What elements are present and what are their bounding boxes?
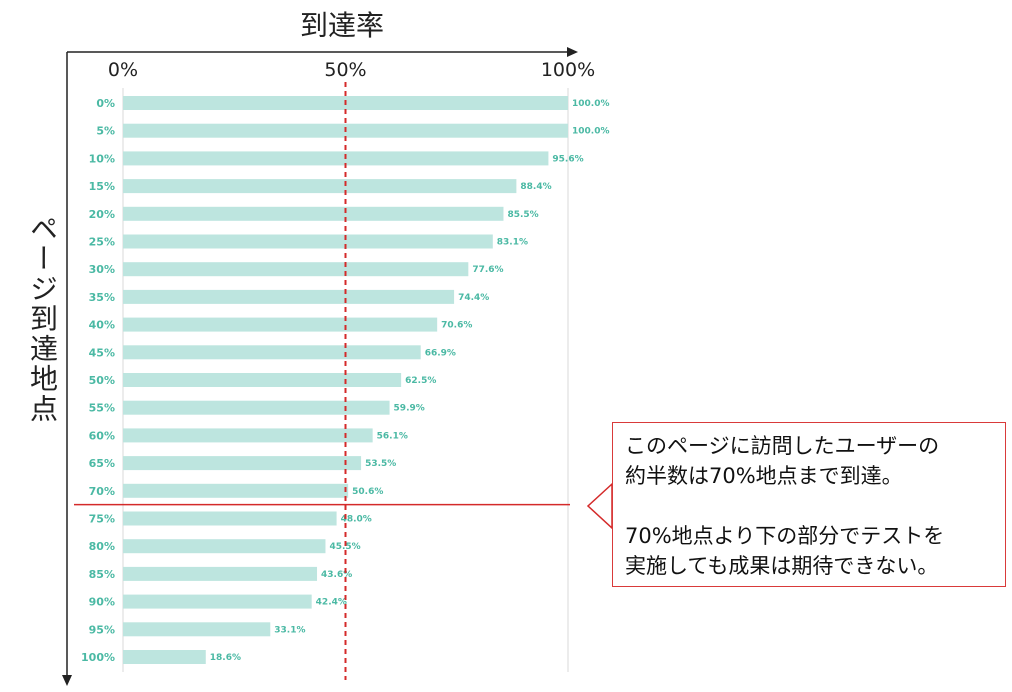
value-label-8: 70.6%: [441, 321, 472, 331]
callout-line-4: 実施しても成果は期待できない。: [625, 554, 939, 578]
category-label-15: 75%: [89, 513, 115, 526]
x-tick-label-1: 50%: [324, 59, 366, 81]
category-label-2: 10%: [89, 152, 115, 165]
x-axis-arrow: [567, 47, 578, 57]
callout-pointer: [586, 482, 613, 530]
value-label-3: 88.4%: [520, 182, 551, 192]
bar-18: [123, 594, 312, 609]
x-axis-title: 到達率: [299, 9, 384, 42]
category-label-1: 5%: [96, 125, 115, 138]
bar-8: [123, 317, 438, 332]
category-label-7: 35%: [89, 291, 115, 304]
x-tick-label-2: 100%: [541, 59, 595, 81]
value-label-9: 66.9%: [425, 348, 456, 358]
bar-10: [123, 373, 402, 387]
annotation-callout: このページに訪問したユーザーの 約半数は70%地点まで到達。 70%地点より下の…: [612, 422, 1006, 587]
category-label-10: 50%: [89, 374, 115, 387]
category-label-17: 85%: [89, 568, 115, 581]
bar-20: [123, 650, 206, 664]
value-label-16: 45.5%: [329, 542, 360, 552]
bar-4: [123, 206, 504, 221]
value-label-10: 62.5%: [405, 376, 436, 386]
callout-line-3: 70%地点より下の部分でテストを: [625, 524, 945, 548]
bar-12: [123, 428, 373, 443]
value-label-7: 74.4%: [458, 293, 489, 303]
bar-9: [123, 345, 421, 360]
category-label-20: 100%: [81, 651, 115, 664]
category-label-9: 45%: [89, 346, 115, 359]
bar-3: [123, 179, 517, 194]
category-label-19: 95%: [89, 623, 115, 636]
value-label-18: 42.4%: [316, 598, 347, 608]
category-label-8: 40%: [89, 319, 115, 332]
bar-13: [123, 456, 362, 471]
category-label-3: 15%: [89, 180, 115, 193]
value-label-6: 77.6%: [472, 265, 503, 275]
category-label-13: 65%: [89, 457, 115, 470]
value-label-1: 100.0%: [572, 127, 610, 137]
category-label-14: 70%: [89, 485, 115, 498]
value-label-14: 50.6%: [352, 487, 383, 497]
bar-7: [123, 289, 455, 304]
x-tick-label-0: 0%: [108, 59, 138, 81]
bar-11: [123, 400, 390, 415]
bar-15: [123, 511, 337, 526]
bar-5: [123, 234, 493, 249]
y-axis-arrow: [62, 675, 72, 686]
value-label-2: 95.6%: [552, 154, 583, 164]
category-label-0: 0%: [96, 97, 115, 110]
category-label-5: 25%: [89, 236, 115, 249]
value-label-15: 48.0%: [341, 515, 372, 525]
bar-6: [123, 262, 469, 277]
callout-line-2: 約半数は70%地点まで到達。: [625, 464, 903, 488]
bar-16: [123, 539, 326, 554]
bar-17: [123, 566, 318, 581]
value-label-11: 59.9%: [394, 404, 425, 414]
value-label-20: 18.6%: [210, 653, 241, 663]
value-label-17: 43.6%: [321, 570, 352, 580]
bar-19: [123, 622, 271, 637]
category-label-4: 20%: [89, 208, 115, 221]
value-label-0: 100.0%: [572, 99, 610, 109]
value-label-4: 85.5%: [507, 210, 538, 220]
category-label-18: 90%: [89, 596, 115, 609]
category-label-6: 30%: [89, 263, 115, 276]
value-label-12: 56.1%: [377, 431, 408, 441]
category-label-12: 60%: [89, 429, 115, 442]
value-label-13: 53.5%: [365, 459, 396, 469]
category-label-11: 55%: [89, 402, 115, 415]
bar-2: [123, 151, 549, 166]
y-axis-title: ページ到達地点: [26, 214, 59, 424]
value-label-19: 33.1%: [274, 625, 305, 635]
category-label-16: 80%: [89, 540, 115, 553]
bar-14: [123, 483, 349, 498]
callout-line-1: このページに訪問したユーザーの: [625, 434, 940, 458]
value-label-5: 83.1%: [497, 238, 528, 248]
